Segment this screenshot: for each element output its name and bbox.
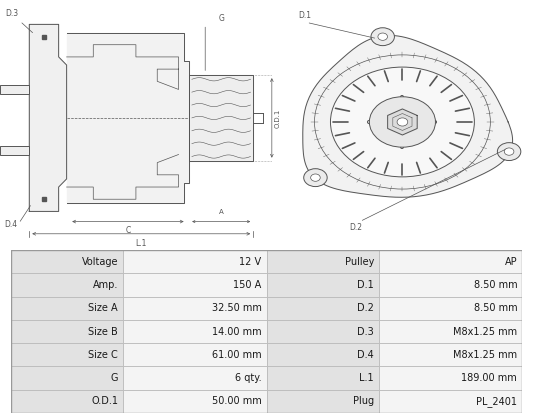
Bar	[11, 274, 123, 296]
Text: O.D.1: O.D.1	[91, 396, 118, 406]
Text: D.3: D.3	[357, 327, 374, 337]
Bar	[266, 296, 379, 320]
Text: AP: AP	[505, 257, 517, 267]
Bar	[379, 343, 522, 367]
Polygon shape	[67, 33, 189, 203]
Bar	[379, 320, 522, 343]
Bar	[266, 389, 379, 413]
Text: D.1: D.1	[357, 280, 374, 290]
Text: M8x1.25 mm: M8x1.25 mm	[453, 350, 517, 360]
Text: D.4: D.4	[4, 220, 18, 229]
Text: L.1: L.1	[359, 373, 374, 383]
Bar	[0, 85, 29, 94]
Bar	[123, 367, 266, 389]
Bar	[379, 367, 522, 389]
Text: Size A: Size A	[88, 303, 118, 313]
Bar	[0, 146, 29, 155]
Circle shape	[369, 97, 435, 147]
Circle shape	[371, 28, 394, 45]
Text: 8.50 mm: 8.50 mm	[474, 303, 517, 313]
Bar	[379, 296, 522, 320]
Bar	[123, 320, 266, 343]
Text: O.D.1: O.D.1	[274, 108, 280, 128]
Text: Amp.: Amp.	[93, 280, 118, 290]
Text: C: C	[125, 226, 131, 236]
Text: D.1: D.1	[298, 11, 311, 20]
Text: 150 A: 150 A	[233, 280, 261, 290]
Text: 12 V: 12 V	[239, 257, 261, 267]
Circle shape	[304, 169, 327, 186]
Circle shape	[397, 118, 408, 126]
Text: 6 qty.: 6 qty.	[235, 373, 261, 383]
Bar	[123, 343, 266, 367]
Text: 8.50 mm: 8.50 mm	[474, 280, 517, 290]
Text: A: A	[219, 209, 223, 216]
Text: D.3: D.3	[5, 9, 33, 33]
Bar	[11, 250, 123, 274]
Text: 14.00 mm: 14.00 mm	[212, 327, 261, 337]
Text: 189.00 mm: 189.00 mm	[462, 373, 517, 383]
Text: 50.00 mm: 50.00 mm	[212, 396, 261, 406]
Polygon shape	[387, 109, 417, 135]
Bar	[379, 274, 522, 296]
Text: 32.50 mm: 32.50 mm	[212, 303, 261, 313]
Polygon shape	[303, 35, 513, 197]
Bar	[123, 389, 266, 413]
Bar	[379, 389, 522, 413]
Text: 61.00 mm: 61.00 mm	[212, 350, 261, 360]
Text: D.4: D.4	[357, 350, 374, 360]
Bar	[266, 250, 379, 274]
Text: G: G	[218, 14, 224, 23]
Bar	[11, 343, 123, 367]
Bar	[266, 343, 379, 367]
Text: Pulley: Pulley	[344, 257, 374, 267]
Bar	[266, 320, 379, 343]
Bar	[11, 296, 123, 320]
Text: Size C: Size C	[88, 350, 118, 360]
Text: M8x1.25 mm: M8x1.25 mm	[453, 327, 517, 337]
Bar	[123, 274, 266, 296]
Bar	[11, 389, 123, 413]
Circle shape	[330, 67, 474, 177]
Bar	[379, 250, 522, 274]
Text: D.2: D.2	[357, 303, 374, 313]
Text: D.2: D.2	[349, 223, 362, 232]
Circle shape	[504, 148, 514, 155]
Text: PL_2401: PL_2401	[476, 396, 517, 407]
Bar	[266, 367, 379, 389]
Text: Size B: Size B	[88, 327, 118, 337]
Text: Plug: Plug	[353, 396, 374, 406]
Text: L.1: L.1	[135, 239, 147, 248]
Text: G: G	[111, 373, 118, 383]
Circle shape	[497, 143, 521, 161]
Bar	[11, 320, 123, 343]
Circle shape	[378, 33, 387, 40]
Bar	[123, 250, 266, 274]
Circle shape	[311, 174, 320, 181]
Bar	[266, 274, 379, 296]
Text: Voltage: Voltage	[82, 257, 118, 267]
Polygon shape	[29, 24, 67, 211]
Bar	[123, 296, 266, 320]
Bar	[11, 367, 123, 389]
Polygon shape	[189, 75, 253, 161]
